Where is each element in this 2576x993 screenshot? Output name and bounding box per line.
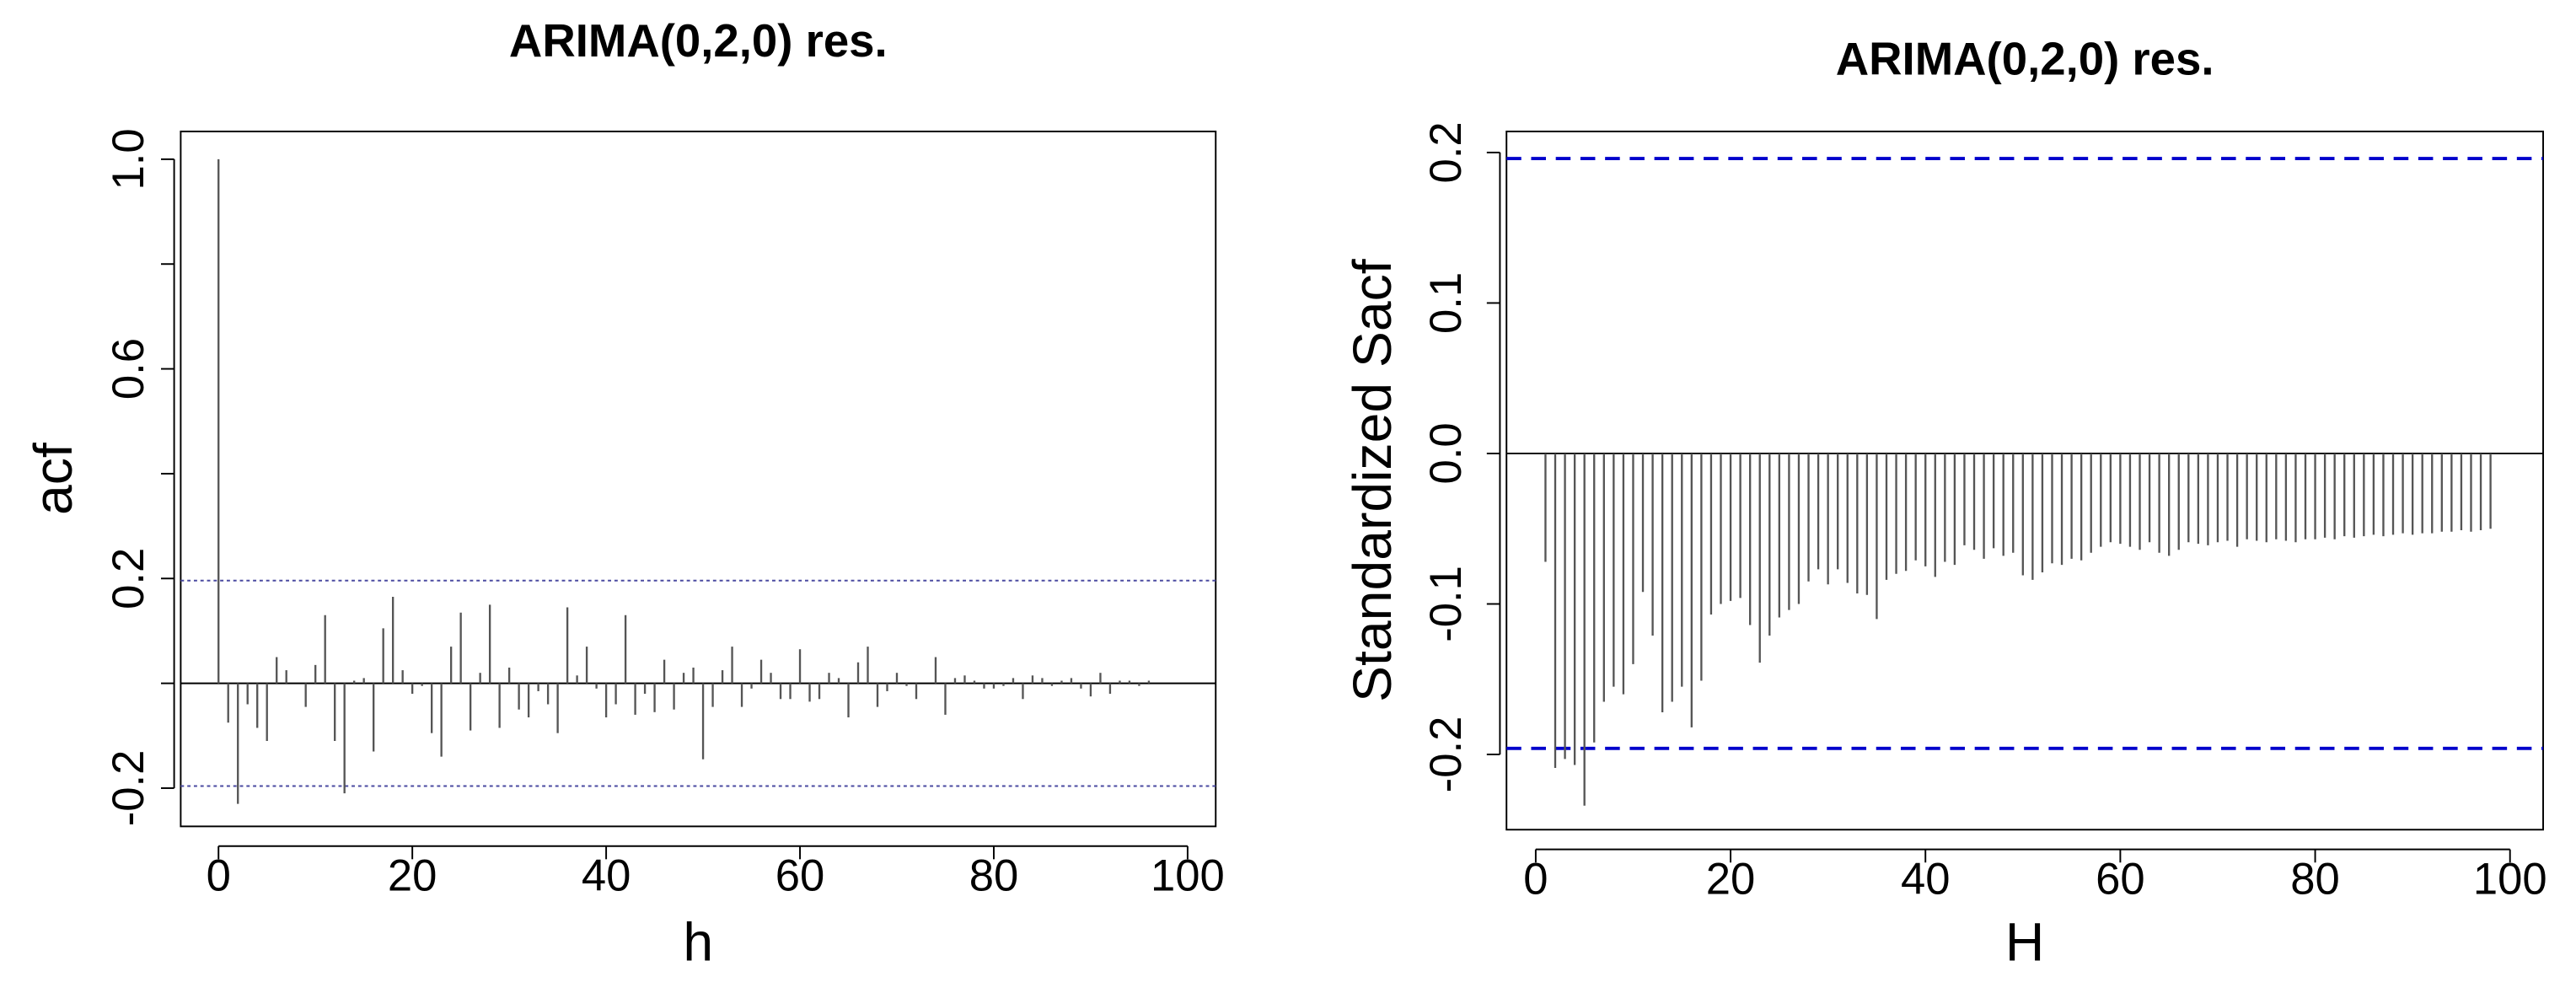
y-tick-label: 0.1 [1421, 272, 1471, 334]
x-tick-label: 20 [1706, 855, 1756, 904]
y-tick-label: 0.2 [1421, 121, 1471, 183]
y-tick-label: -0.2 [104, 750, 153, 827]
chart-title: ARIMA(0,2,0) res. [509, 15, 888, 67]
x-tick-label: 80 [2290, 855, 2340, 904]
x-tick-label: 100 [1151, 851, 1225, 901]
x-tick-label: 0 [1523, 855, 1548, 904]
y-tick-label: 0.6 [104, 338, 153, 400]
x-tick-label: 100 [2473, 855, 2547, 904]
plot-frame [1505, 130, 2544, 831]
chart-title: ARIMA(0,2,0) res. [1836, 34, 2214, 85]
y-axis-label: Standardized Sacf [1342, 259, 1403, 702]
x-tick-label: 0 [207, 851, 231, 901]
y-tick-label: -0.1 [1421, 566, 1471, 642]
y-tick-label: -0.2 [1421, 717, 1471, 793]
x-tick-label: 40 [582, 851, 631, 901]
x-tick-label: 20 [388, 851, 437, 901]
y-tick-label: 1.0 [104, 128, 153, 190]
plot-frame [180, 130, 1217, 828]
x-tick-label: 40 [1901, 855, 1951, 904]
y-tick-label: 0.2 [104, 548, 153, 609]
x-tick-label: 60 [775, 851, 825, 901]
x-axis-label: h [683, 912, 713, 973]
y-tick-label: 0.0 [1421, 422, 1471, 484]
x-tick-label: 80 [969, 851, 1019, 901]
x-axis-label: H [2005, 912, 2044, 973]
x-tick-label: 60 [2096, 855, 2145, 904]
y-axis-label: acf [23, 443, 83, 515]
